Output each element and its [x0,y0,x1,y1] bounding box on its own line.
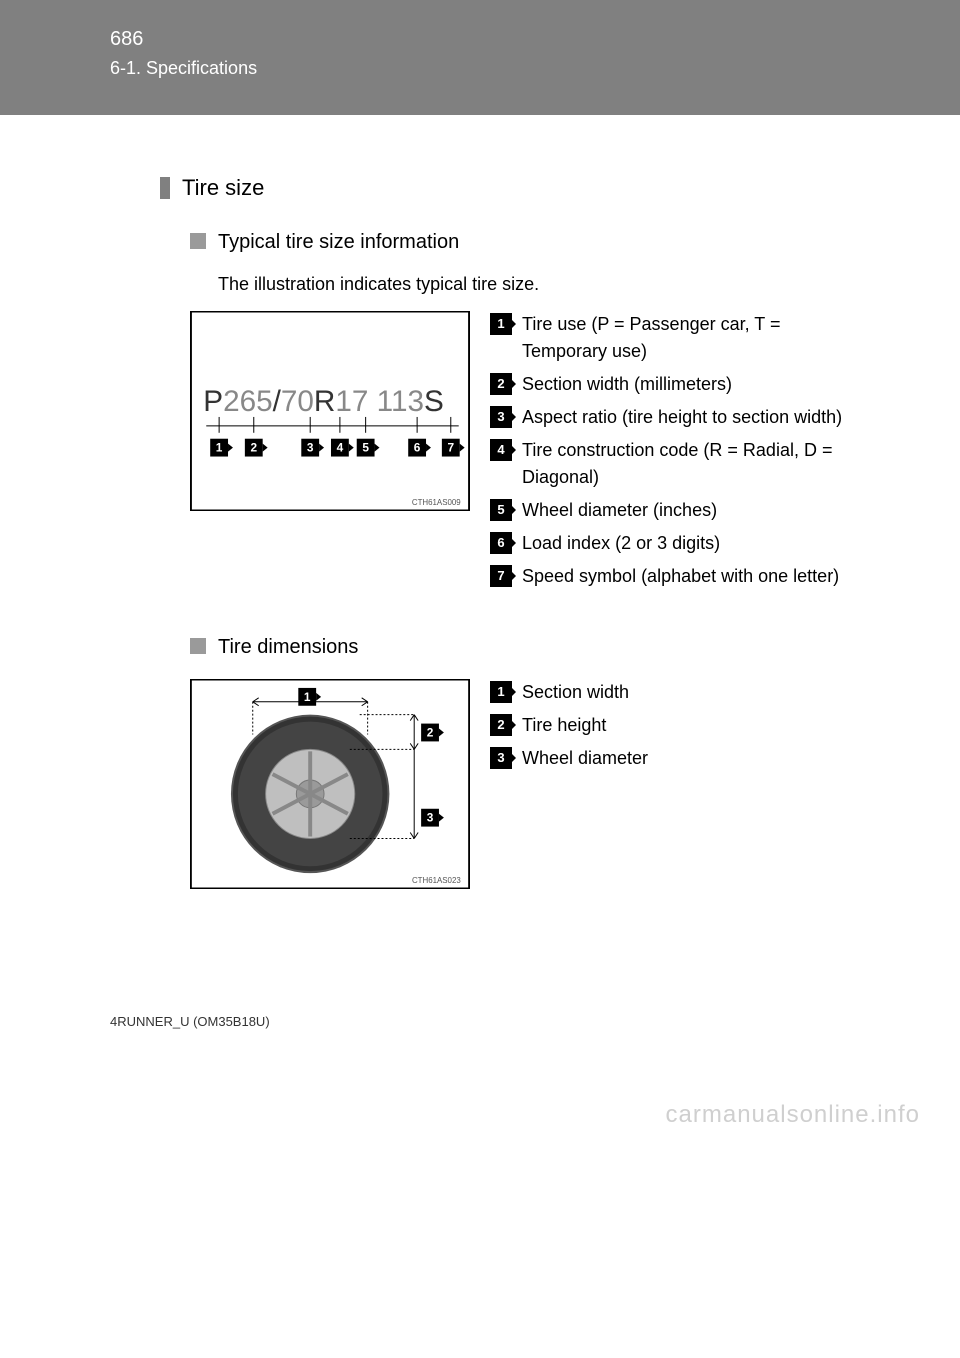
tire-dim-item-text: Wheel diameter [522,745,648,772]
tire-dimensions-desc-list: 1 Section width 2 Tire height 3 Wheel diamete… [490,679,870,778]
svg-text:6: 6 [414,441,421,455]
tire-code-item-text: Wheel diameter (inches) [522,497,717,524]
tire-dim-item-text: Section width [522,679,629,706]
num-badge: 6 [490,532,512,554]
num-badge: 1 [490,313,512,335]
figure-id-1: CTH61AS009 [412,498,461,507]
svg-text:2: 2 [427,725,434,739]
svg-text:2: 2 [250,441,257,455]
header-band: 686 6-1. Specifications [0,0,960,115]
tire-code-figure: P265/70R17 113S 1 2 3 4 5 6 7 CTH61AS009 [190,311,470,511]
svg-text:5: 5 [362,441,369,455]
tire-dimensions-block: 1 2 3 CTH61AS023 1Section width2Tire h [190,679,870,889]
tire-code-desc-list: 1 Tire use (P = Passenger car, T = Tempor… [490,311,870,596]
tire-code-item-text: Load index (2 or 3 digits) [522,530,720,557]
tire-dim-item-text: Tire height [522,712,606,739]
breadcrumb: 6-1. Specifications [110,58,257,79]
tire-code-item-text: Section width (millimeters) [522,371,732,398]
svg-text:3: 3 [427,811,434,825]
num-badge: 5 [490,499,512,521]
svg-text:1: 1 [304,690,311,704]
svg-text:P265/70R17 113S: P265/70R17 113S [203,385,444,418]
svg-text:7: 7 [447,441,454,455]
num-badge: 1 [490,681,512,703]
sub-title-tire-dimensions: Tire dimensions [190,636,870,659]
tire-dim-item-row: 2 Tire height [490,712,870,739]
tire-code-item-row: 6 Load index (2 or 3 digits) [490,530,870,557]
svg-text:1: 1 [216,441,223,455]
doc-code: 4RUNNER_U (OM35B18U) [110,1014,270,1029]
num-badge: 4 [490,439,512,461]
page-number: 686 [110,28,143,51]
tire-code-item-row: 3 Aspect ratio (tire height to section wi… [490,404,870,431]
num-badge: 3 [490,406,512,428]
svg-text:CTH61AS023: CTH61AS023 [412,876,461,885]
section-title: Tire size [160,175,870,201]
watermark: carmanualsonline.info [666,1101,920,1129]
svg-text:4: 4 [337,441,344,455]
num-badge: 2 [490,714,512,736]
tire-dim-item-row: 1 Section width [490,679,870,706]
page-content: Tire size Typical tire size information … [0,115,960,969]
tire-code-item-row: 4 Tire construction code (R = Radial, D =… [490,437,870,491]
tire-code-item-text: Tire construction code (R = Radial, D = … [522,437,870,491]
tire-code-item-text: Speed symbol (alphabet with one letter) [522,563,839,590]
tire-code-block: P265/70R17 113S 1 2 3 4 5 6 7 CTH61AS009 1 Tire… [190,311,870,596]
tire-code-item-row: 2 Section width (millimeters) [490,371,870,398]
num-badge: 3 [490,747,512,769]
num-badge: 7 [490,565,512,587]
tire-code-item-row: 7 Speed symbol (alphabet with one letter) [490,563,870,590]
tire-code-item-text: Tire use (P = Passenger car, T = Tempora… [522,311,870,365]
intro-text: The illustration indicates typical tire … [218,274,870,295]
tire-code-item-row: 1 Tire use (P = Passenger car, T = Tempor… [490,311,870,365]
sub-title-tire-size-info: Typical tire size information [190,231,870,254]
svg-text:3: 3 [307,441,314,455]
tire-code-item-row: 5 Wheel diameter (inches) [490,497,870,524]
tire-dim-item-row: 3 Wheel diameter [490,745,870,772]
num-badge: 2 [490,373,512,395]
tire-dimensions-figure: 1 2 3 CTH61AS023 [190,679,470,889]
tire-code-item-text: Aspect ratio (tire height to section wid… [522,404,842,431]
